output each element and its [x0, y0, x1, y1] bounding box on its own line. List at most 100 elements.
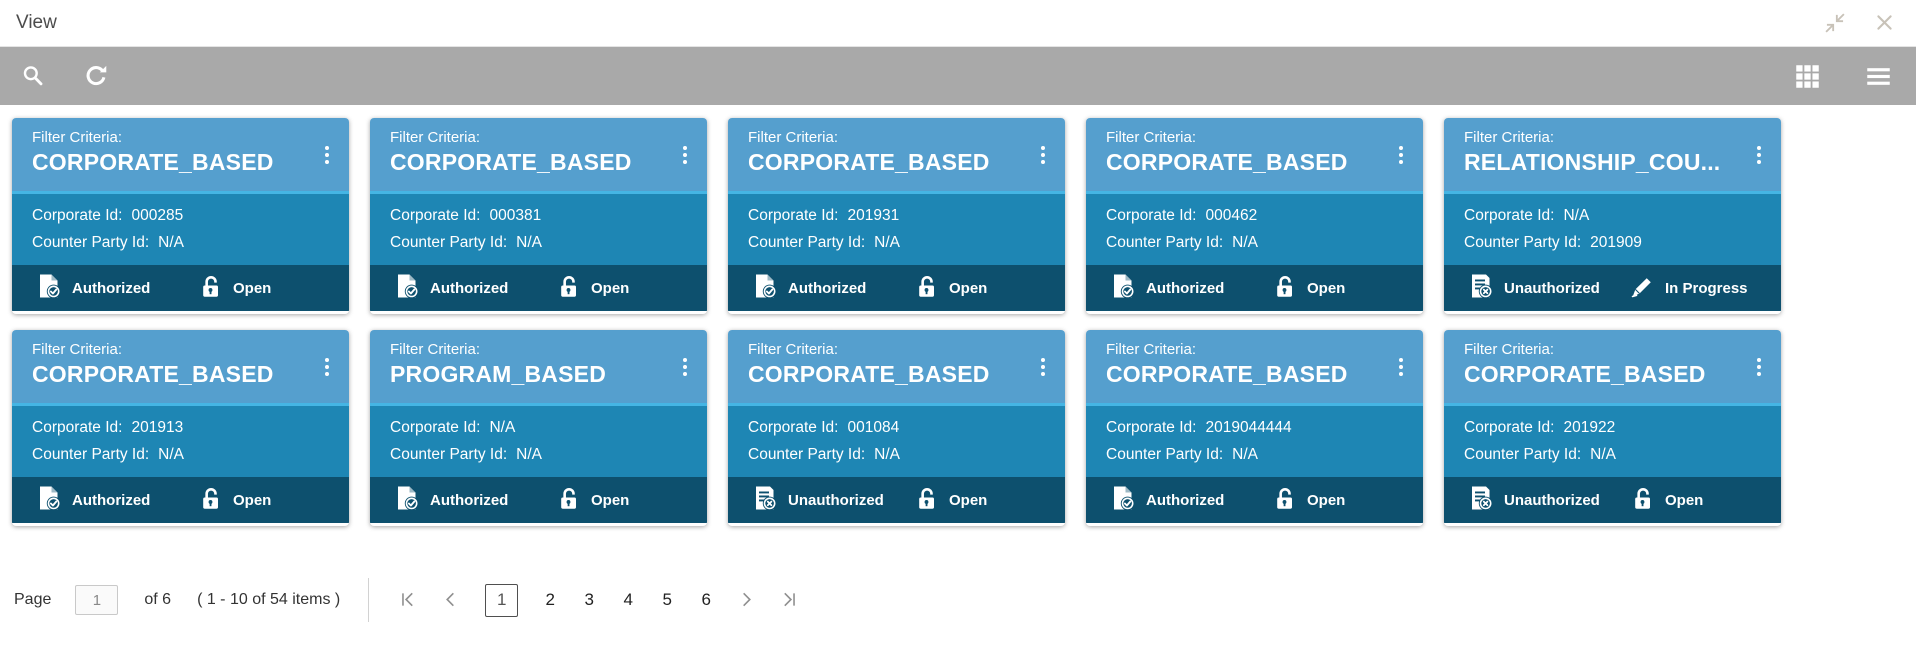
next-page-button[interactable]: [738, 591, 756, 609]
counter-party-id-label: Counter Party Id:: [1106, 234, 1224, 252]
lock-open-icon: [914, 274, 939, 303]
page-number-button[interactable]: 1: [485, 583, 519, 617]
filter-card[interactable]: Filter Criteria: CORPORATE_BASED Corpora…: [370, 118, 707, 314]
corporate-id-value: N/A: [1563, 206, 1590, 224]
page-number-button[interactable]: 2: [545, 590, 555, 609]
card-footer: Unauthorized Open: [728, 477, 1065, 523]
kebab-menu-icon[interactable]: [676, 352, 694, 382]
kebab-menu-icon[interactable]: [1750, 352, 1768, 382]
card-header: Filter Criteria: CORPORATE_BASED: [728, 118, 1065, 194]
prev-page-button[interactable]: [442, 591, 460, 609]
record-status-badge: Open: [556, 486, 629, 515]
record-status-label: Open: [591, 279, 630, 297]
search-icon[interactable]: [20, 63, 47, 90]
counter-party-id-label: Counter Party Id:: [390, 234, 508, 252]
lock-open-icon: [198, 274, 223, 303]
window-titlebar: View: [0, 0, 1916, 47]
record-status-badge: Open: [1272, 274, 1345, 303]
authorization-status-badge: Authorized: [752, 273, 902, 303]
kebab-menu-icon[interactable]: [1034, 140, 1052, 170]
card-title: CORPORATE_BASED: [748, 149, 990, 175]
page-number-button[interactable]: 4: [623, 590, 633, 609]
authorization-status-badge: Authorized: [1110, 485, 1260, 515]
card-body: Corporate Id: 000381 Counter Party Id: N/A: [370, 194, 707, 265]
record-status-label: Open: [233, 491, 272, 509]
doc-check-icon: [394, 273, 420, 303]
corporate-id-label: Corporate Id:: [1106, 206, 1197, 224]
corporate-id-field: Corporate Id: 001084: [748, 419, 1045, 437]
card-footer: Unauthorized Open: [1444, 477, 1781, 523]
corporate-id-label: Corporate Id:: [748, 418, 839, 436]
filter-card[interactable]: Filter Criteria: CORPORATE_BASED Corpora…: [1086, 330, 1423, 526]
list-view-icon[interactable]: [1865, 63, 1892, 90]
lock-open-icon: [914, 486, 939, 515]
kebab-menu-icon[interactable]: [1750, 140, 1768, 170]
record-status-badge: Open: [914, 274, 987, 303]
filter-criteria-label: Filter Criteria:: [32, 129, 123, 146]
auth-status-label: Unauthorized: [1504, 491, 1600, 509]
page-number-button[interactable]: 6: [701, 590, 711, 609]
counter-party-id-label: Counter Party Id:: [748, 446, 866, 464]
auth-status-label: Authorized: [1146, 491, 1225, 509]
card-footer: Authorized Open: [370, 265, 707, 311]
page-input[interactable]: [75, 585, 119, 615]
kebab-menu-icon[interactable]: [318, 140, 336, 170]
doc-x-icon: [752, 485, 778, 515]
filter-card[interactable]: Filter Criteria: CORPORATE_BASED Corpora…: [728, 330, 1065, 526]
record-status-label: Open: [1307, 491, 1346, 509]
filter-card[interactable]: Filter Criteria: RELATIONSHIP_COU... Cor…: [1444, 118, 1781, 314]
record-status-label: Open: [949, 279, 988, 297]
counter-party-id-label: Counter Party Id:: [32, 234, 150, 252]
doc-x-icon: [1468, 485, 1494, 515]
authorization-status-badge: Authorized: [1110, 273, 1260, 303]
exit-fullscreen-icon[interactable]: [1824, 12, 1846, 34]
card-title: CORPORATE_BASED: [1464, 361, 1706, 387]
kebab-menu-icon[interactable]: [318, 352, 336, 382]
corporate-id-value: 2019044444: [1205, 418, 1292, 436]
counter-party-id-label: Counter Party Id:: [1106, 446, 1224, 464]
counter-party-id-field: Counter Party Id: 201909: [1464, 234, 1761, 252]
card-footer: Authorized Open: [370, 477, 707, 523]
card-header: Filter Criteria: CORPORATE_BASED: [370, 118, 707, 194]
filter-card[interactable]: Filter Criteria: CORPORATE_BASED Corpora…: [12, 118, 349, 314]
authorization-status-badge: Authorized: [394, 485, 544, 515]
last-page-button[interactable]: [781, 591, 799, 609]
kebab-menu-icon[interactable]: [1392, 352, 1410, 382]
page-number-button[interactable]: 3: [584, 590, 594, 609]
corporate-id-value: N/A: [489, 418, 516, 436]
card-header: Filter Criteria: CORPORATE_BASED: [12, 118, 349, 194]
kebab-menu-icon[interactable]: [1392, 140, 1410, 170]
refresh-icon[interactable]: [83, 63, 110, 90]
doc-check-icon: [1110, 273, 1136, 303]
card-body: Corporate Id: 201913 Counter Party Id: N/A: [12, 406, 349, 477]
filter-card[interactable]: Filter Criteria: CORPORATE_BASED Corpora…: [12, 330, 349, 526]
corporate-id-field: Corporate Id: 201913: [32, 419, 329, 437]
grid-view-icon[interactable]: [1794, 63, 1821, 90]
corporate-id-label: Corporate Id:: [390, 418, 481, 436]
close-icon[interactable]: [1874, 12, 1896, 34]
corporate-id-label: Corporate Id:: [390, 206, 481, 224]
counter-party-id-field: Counter Party Id: N/A: [1106, 234, 1403, 252]
page-title: View: [16, 12, 57, 33]
first-page-button[interactable]: [399, 591, 417, 609]
counter-party-id-value: N/A: [1232, 446, 1259, 464]
filter-criteria-label: Filter Criteria:: [748, 341, 839, 358]
card-header: Filter Criteria: CORPORATE_BASED: [728, 330, 1065, 406]
page-count-label: of 6: [144, 591, 172, 608]
filter-card[interactable]: Filter Criteria: CORPORATE_BASED Corpora…: [1444, 330, 1781, 526]
corporate-id-field: Corporate Id: N/A: [390, 419, 687, 437]
filter-card[interactable]: Filter Criteria: PROGRAM_BASED Corporate…: [370, 330, 707, 526]
filter-criteria-label: Filter Criteria:: [390, 129, 481, 146]
counter-party-id-field: Counter Party Id: N/A: [748, 234, 1045, 252]
page-number-button[interactable]: 5: [662, 590, 672, 609]
card-footer: Authorized Open: [1086, 265, 1423, 311]
filter-card[interactable]: Filter Criteria: CORPORATE_BASED Corpora…: [728, 118, 1065, 314]
kebab-menu-icon[interactable]: [1034, 352, 1052, 382]
corporate-id-field: Corporate Id: 201922: [1464, 419, 1761, 437]
kebab-menu-icon[interactable]: [676, 140, 694, 170]
counter-party-id-label: Counter Party Id:: [32, 446, 150, 464]
page-numbers: 1 2 3 4 5 6: [485, 583, 713, 617]
card-body: Corporate Id: 201922 Counter Party Id: N/A: [1444, 406, 1781, 477]
record-status-label: Open: [1307, 279, 1346, 297]
filter-card[interactable]: Filter Criteria: CORPORATE_BASED Corpora…: [1086, 118, 1423, 314]
